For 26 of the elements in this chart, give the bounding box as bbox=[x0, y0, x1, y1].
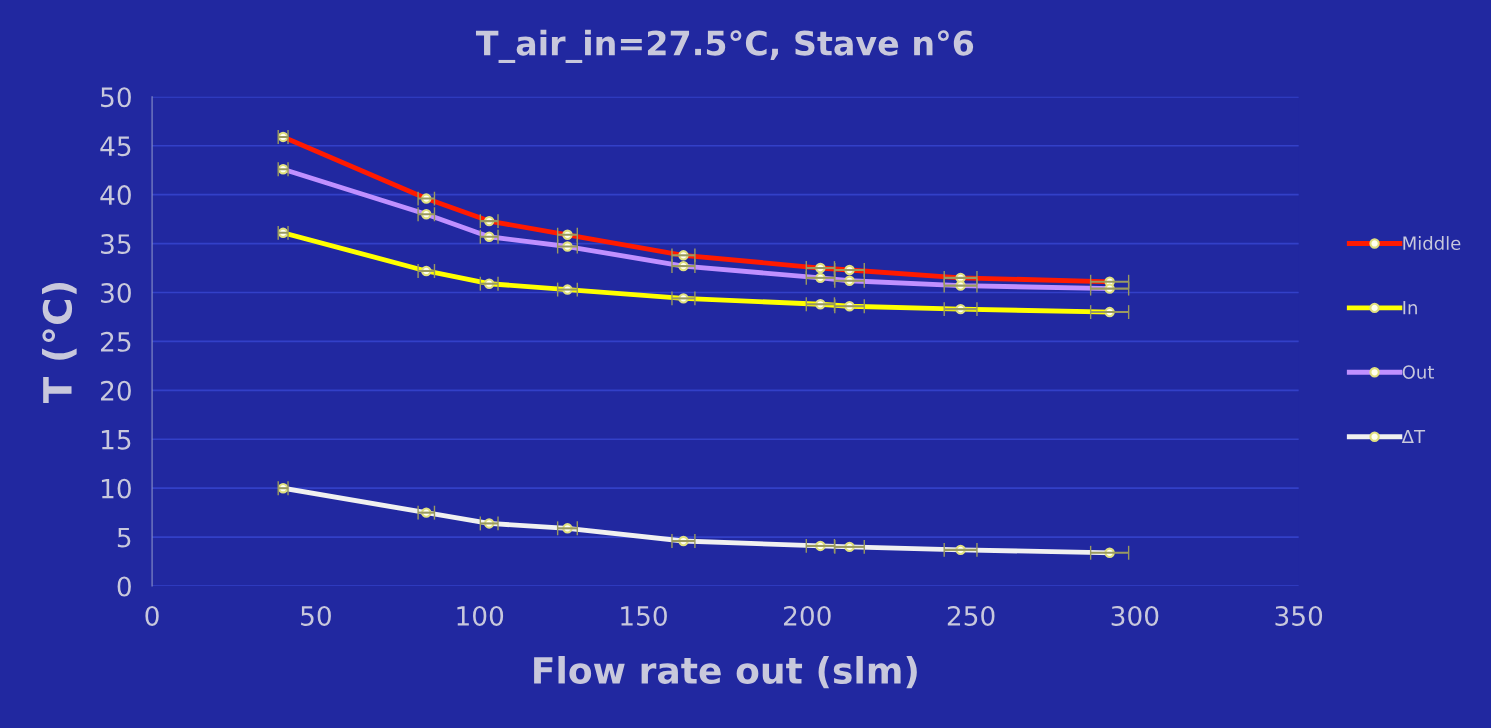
x-tick-label: 50 bbox=[301, 605, 331, 626]
y-tick-label: 45 bbox=[100, 136, 131, 157]
legend-label: In bbox=[1403, 301, 1417, 315]
y-tick-label: 25 bbox=[100, 331, 131, 352]
x-tick-label: 200 bbox=[784, 605, 831, 626]
x-axis-title: Flow rate out (slm) bbox=[534, 656, 917, 689]
legend-label: Middle bbox=[1403, 236, 1461, 251]
y-tick-label: 20 bbox=[100, 380, 131, 401]
legend-label: ΔT bbox=[1401, 429, 1426, 444]
y-tick-label: 40 bbox=[100, 185, 131, 206]
x-tick-label: 100 bbox=[457, 605, 504, 626]
y-tick-label: 10 bbox=[101, 478, 131, 499]
y-tick-label: 30 bbox=[101, 282, 131, 303]
chart-title: T_air_in=27.5°C, Stave n°6 bbox=[475, 29, 974, 64]
y-axis-title: T (°C) bbox=[42, 282, 77, 404]
y-tick-label: 50 bbox=[101, 87, 131, 108]
x-tick-label: 150 bbox=[621, 605, 667, 626]
y-tick-label: 35 bbox=[101, 234, 131, 254]
y-tick-label: 0 bbox=[117, 576, 131, 597]
x-tick-label: 0 bbox=[145, 605, 159, 626]
x-tick-label: 300 bbox=[1111, 605, 1159, 626]
x-tick-label: 350 bbox=[1275, 605, 1323, 626]
y-tick-label: 15 bbox=[101, 430, 131, 450]
legend-label: Out bbox=[1402, 365, 1434, 379]
x-tick-label: 250 bbox=[947, 605, 995, 626]
y-tick-label: 5 bbox=[117, 527, 131, 548]
